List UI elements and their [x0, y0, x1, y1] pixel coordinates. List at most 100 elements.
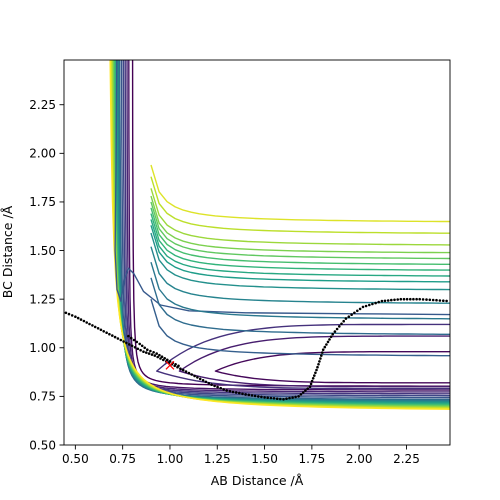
- trajectory-point: [285, 397, 288, 401]
- trajectory-point: [228, 389, 232, 393]
- trajectory-point: [412, 297, 415, 301]
- trajectory-point: [415, 297, 418, 301]
- contour-line: [150, 277, 450, 336]
- trajectory-point: [184, 370, 188, 373]
- trajectory-point: [347, 315, 351, 319]
- trajectory-point: [70, 314, 74, 317]
- trajectory-point: [323, 345, 327, 349]
- trajectory-point: [328, 338, 331, 341]
- trajectory-point: [128, 343, 131, 346]
- trajectory-point: [74, 315, 77, 319]
- trajectory-point: [315, 368, 318, 372]
- trajectory-point: [309, 382, 313, 386]
- trajectory-point: [213, 384, 216, 388]
- trajectory-point: [314, 371, 317, 375]
- trajectory-point: [125, 341, 128, 345]
- trajectory-point: [96, 327, 100, 330]
- x-tick-label: 1.00: [157, 452, 184, 466]
- x-tick-label: 0.75: [109, 452, 136, 466]
- trajectory-point: [402, 297, 406, 301]
- trajectory-point: [304, 389, 307, 392]
- trajectory-point: [152, 351, 155, 354]
- trajectory-point: [196, 376, 199, 379]
- y-tick-label: 1.25: [29, 292, 56, 306]
- trajectory-point: [91, 324, 94, 327]
- trajectory-point: [64, 311, 68, 315]
- trajectory-point: [210, 383, 213, 387]
- trajectory-point: [418, 297, 422, 301]
- trajectory-point: [294, 395, 297, 399]
- trajectory-point: [122, 340, 125, 343]
- trajectory-point: [326, 340, 330, 344]
- trajectory-point: [383, 299, 387, 303]
- contour-line: [150, 261, 450, 320]
- contour-line: [150, 232, 450, 291]
- trajectory-point: [159, 357, 162, 360]
- trajectory-point: [393, 298, 396, 302]
- trajectory-point: [219, 386, 222, 390]
- x-tick-label: 1.75: [299, 452, 326, 466]
- trajectory-point: [177, 364, 180, 368]
- trajectory-point: [335, 327, 339, 331]
- y-axis-label: BC Distance /Å: [0, 205, 15, 298]
- trajectory-point: [150, 353, 154, 356]
- trajectory-point: [160, 355, 164, 359]
- trajectory-point: [67, 312, 71, 316]
- trajectory-point: [279, 397, 282, 401]
- trajectory-point: [163, 357, 166, 360]
- trajectory-point: [266, 396, 270, 400]
- trajectory-point: [368, 303, 371, 307]
- trajectory-point: [193, 374, 196, 378]
- trajectory-point: [166, 358, 169, 362]
- trajectory-point: [425, 298, 428, 301]
- trajectory-point: [146, 348, 149, 352]
- contour-line: [150, 176, 450, 234]
- trajectory-point: [317, 363, 320, 366]
- contour-line: [150, 298, 450, 357]
- trajectory-point: [377, 300, 381, 304]
- trajectory-point: [438, 299, 442, 302]
- trajectory-point: [269, 396, 273, 400]
- trajectory-point: [231, 390, 235, 394]
- trajectory-point: [306, 387, 310, 390]
- trajectory-point: [168, 360, 172, 363]
- x-tick-label: 2.25: [393, 452, 420, 466]
- trajectory-point: [155, 352, 158, 355]
- trajectory-point: [405, 297, 409, 301]
- trajectory-point: [181, 368, 185, 372]
- trajectory-point: [174, 363, 177, 366]
- trajectory-point: [338, 325, 341, 328]
- trajectory-point: [79, 318, 83, 321]
- trajectory-point: [116, 337, 120, 340]
- trajectory-point: [99, 328, 103, 332]
- trajectory-point: [76, 316, 80, 320]
- contour-line: [150, 188, 450, 246]
- x-tick-label: 1.25: [204, 452, 231, 466]
- trajectory-point: [135, 340, 139, 344]
- contour-line: [214, 351, 450, 384]
- trajectory-point: [288, 396, 291, 400]
- trajectory-point: [428, 298, 432, 302]
- trajectory-point: [318, 360, 321, 363]
- y-tick-label: 0.50: [29, 438, 56, 452]
- trajectory-point: [234, 391, 238, 394]
- x-axis-ticks: 0.50 0.75 1.00 1.25 1.50 1.75 2.00 2.25: [62, 445, 420, 466]
- trajectory-point: [102, 330, 105, 333]
- trajectory-point: [238, 391, 241, 395]
- trajectory-point: [353, 311, 356, 315]
- trajectory-point: [187, 371, 191, 375]
- trajectory-point: [350, 313, 353, 317]
- trajectory-point: [282, 398, 285, 401]
- contour-lines: [109, 60, 450, 410]
- trajectory-point: [396, 298, 400, 301]
- trajectory-point: [325, 343, 328, 346]
- contour-line: [156, 323, 450, 390]
- trajectory-point: [204, 380, 208, 384]
- trajectory-point: [272, 397, 276, 400]
- trajectory-point: [442, 299, 445, 303]
- contour-line: [150, 164, 450, 223]
- trajectory-point: [358, 307, 362, 311]
- contour-line: [150, 219, 450, 277]
- trajectory-point: [333, 330, 337, 333]
- trajectory-point: [82, 319, 86, 323]
